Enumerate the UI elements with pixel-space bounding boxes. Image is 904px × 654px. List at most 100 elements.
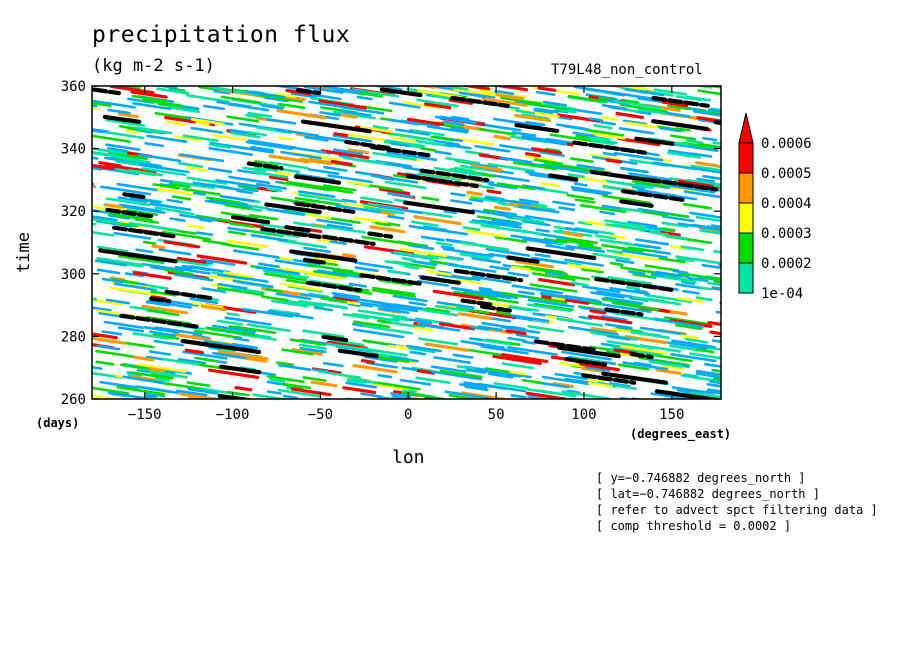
contour-track [424, 397, 438, 399]
precip-streak [347, 376, 371, 383]
precip-streak [275, 361, 294, 367]
precip-streak [292, 221, 332, 230]
precip-streak [309, 113, 340, 121]
precip-streak [699, 227, 721, 234]
precip-streak [322, 184, 357, 192]
precip-streak [460, 86, 467, 87]
precip-streak [632, 201, 651, 207]
precip-streak [588, 95, 627, 104]
precip-streak [633, 361, 652, 367]
precip-streak [532, 318, 554, 324]
precip-streak [92, 129, 104, 134]
precip-streak [515, 228, 542, 236]
precip-streak [302, 246, 332, 254]
precip-streak [622, 361, 669, 371]
precip-streak [697, 89, 721, 96]
precip-streak [613, 348, 638, 355]
precip-streak [268, 175, 289, 181]
precip-streak [391, 395, 419, 399]
precip-streak [521, 135, 567, 145]
precip-streak [174, 265, 192, 271]
precip-streak [377, 205, 423, 215]
precip-streak [349, 377, 378, 385]
precip-streak [125, 86, 142, 89]
precip-streak [176, 256, 207, 264]
precip-streak [306, 263, 354, 273]
contour-track [264, 202, 322, 215]
precip-streak [353, 216, 388, 224]
precip-streak [723, 351, 749, 355]
precip-streak [714, 380, 721, 384]
precip-streak [413, 215, 462, 226]
precip-streak [561, 350, 612, 361]
precip-streak [146, 379, 165, 385]
precip-streak [346, 180, 370, 187]
precip-streak [298, 193, 347, 203]
precip-streak [182, 134, 219, 143]
precip-streak [525, 391, 567, 399]
precip-streak [144, 392, 166, 399]
precip-streak [619, 167, 647, 174]
precip-streak [532, 256, 582, 267]
precip-streak [244, 90, 286, 99]
precip-streak [611, 327, 649, 336]
precip-streak [156, 87, 190, 95]
precip-streak [634, 181, 670, 190]
precip-streak [122, 362, 156, 371]
precip-streak [658, 257, 686, 264]
contour-track [102, 114, 142, 124]
precip-streak [575, 134, 592, 140]
precip-streak [318, 99, 367, 110]
precip-streak [107, 260, 144, 268]
precip-streak [682, 202, 712, 210]
precip-streak [464, 348, 513, 358]
precip-streak [555, 238, 594, 247]
precip-streak [702, 136, 718, 142]
precip-streak [555, 123, 588, 131]
precip-streak [418, 274, 449, 282]
precip-streak [445, 156, 481, 165]
contour-track [737, 348, 795, 356]
precip-streak [459, 252, 492, 260]
precip-streak [511, 108, 560, 118]
contour-track [111, 225, 176, 239]
precip-streak [470, 325, 490, 331]
precip-streak [520, 202, 550, 210]
precip-streak [676, 388, 705, 396]
precip-streak [266, 208, 306, 216]
precip-streak [499, 313, 550, 324]
precip-streak [92, 147, 132, 156]
precip-streak [632, 272, 657, 279]
precip-streak [480, 224, 531, 234]
precip-streak [421, 196, 440, 202]
precip-streak [370, 174, 419, 184]
precip-streak [195, 121, 210, 126]
precip-streak [259, 229, 300, 239]
precip-streak [372, 151, 417, 161]
precip-streak [130, 196, 162, 204]
precip-streak [556, 229, 593, 238]
precip-streak [601, 104, 627, 110]
precip-streak [443, 209, 458, 215]
precip-streak [230, 367, 277, 377]
precip-streak [146, 309, 180, 317]
precip-streak [92, 163, 115, 171]
precip-streak [209, 141, 252, 151]
precip-streak [378, 278, 413, 287]
precip-streak [293, 230, 331, 239]
precip-streak [307, 168, 340, 176]
precip-streak [392, 174, 411, 179]
precip-streak [254, 166, 279, 172]
precip-streak [227, 103, 270, 112]
precip-streak [402, 388, 417, 393]
precip-streak [311, 367, 342, 375]
precip-streak [611, 86, 617, 87]
contour-track [525, 246, 597, 261]
precip-streak [363, 245, 415, 256]
precip-field [92, 86, 749, 399]
precip-streak [362, 339, 391, 346]
precip-streak [213, 89, 231, 95]
precip-streak [163, 268, 193, 276]
contour-track [713, 120, 721, 126]
precip-streak [533, 109, 554, 115]
